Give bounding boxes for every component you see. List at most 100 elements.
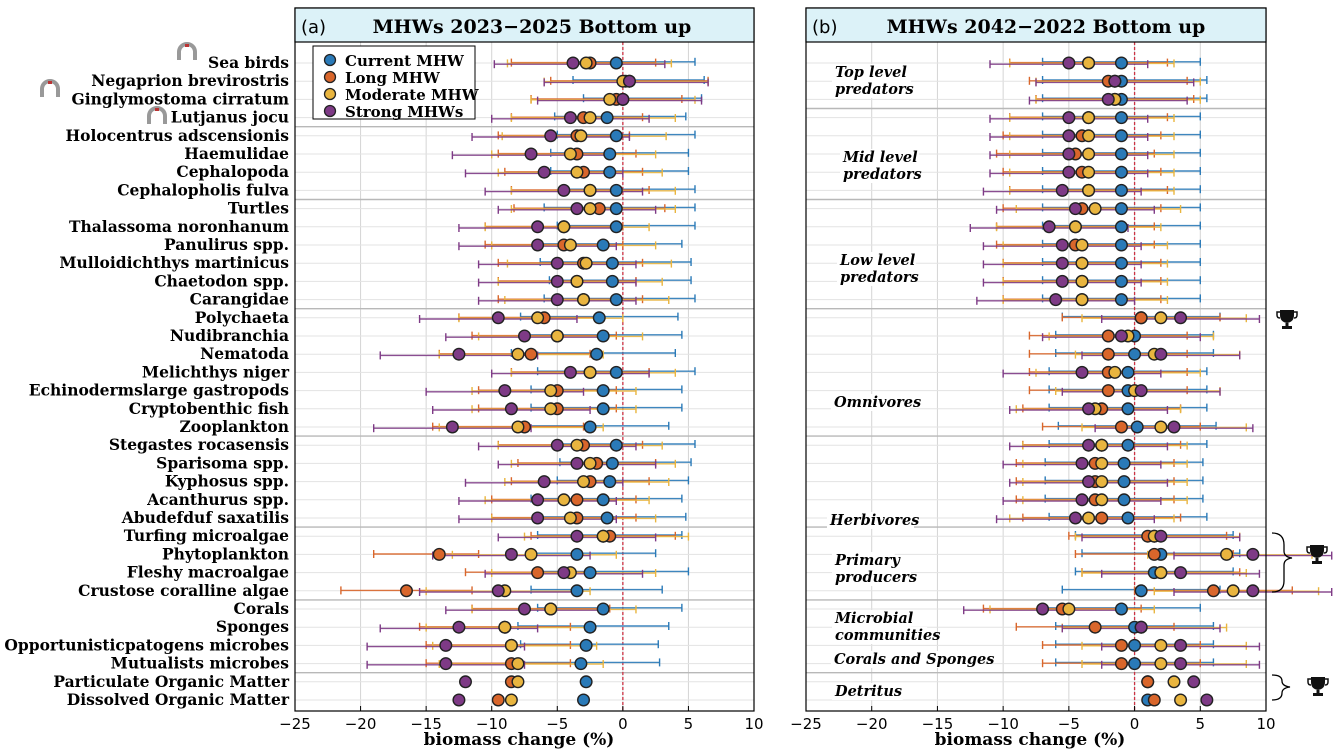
point-current: [597, 330, 609, 342]
legend-marker-moderate: [325, 89, 336, 100]
point-moderate: [578, 294, 590, 306]
point-strong: [1063, 112, 1075, 124]
point-current: [1118, 476, 1130, 488]
row-label: Cephalopholis fulva: [117, 180, 289, 199]
point-current: [571, 585, 583, 597]
point-moderate: [551, 330, 563, 342]
point-strong: [1188, 676, 1200, 688]
legend-label-long: Long MHW: [345, 69, 441, 87]
point-moderate: [506, 694, 518, 706]
point-current: [1129, 348, 1141, 360]
point-strong: [1135, 385, 1147, 397]
point-current: [1122, 512, 1134, 524]
point-current: [1116, 185, 1128, 197]
point-current: [1116, 203, 1128, 215]
point-strong: [551, 276, 563, 288]
row-label: Carangidae: [190, 290, 289, 309]
row-label: Mulloidichthys martinicus: [59, 253, 289, 272]
x-tick-label: −25: [279, 715, 311, 733]
point-moderate: [1155, 421, 1167, 433]
brace-detritus: [1272, 675, 1290, 700]
point-strong: [1083, 403, 1095, 415]
point-moderate: [512, 348, 524, 360]
legend-label-current: Current MHW: [345, 52, 465, 70]
point-moderate: [545, 603, 557, 615]
point-current: [591, 348, 603, 360]
point-strong: [571, 530, 583, 542]
point-moderate: [565, 148, 577, 160]
row-label: Crustose coralline algae: [78, 581, 289, 600]
point-moderate: [565, 512, 577, 524]
point-moderate: [558, 221, 570, 233]
row-label: Abudefduf saxatilis: [121, 508, 290, 527]
x-tick-label: −15: [922, 715, 954, 733]
point-strong: [1175, 640, 1187, 652]
row-label: Particulate Organic Matter: [53, 672, 289, 691]
point-current: [611, 439, 623, 451]
point-long: [1102, 330, 1114, 342]
point-strong: [1076, 367, 1088, 379]
point-moderate: [1070, 221, 1082, 233]
group-label: Mid level: [842, 149, 918, 166]
point-current: [604, 476, 616, 488]
group-label: predators: [835, 81, 914, 98]
point-current: [597, 494, 609, 506]
point-current: [584, 421, 596, 433]
point-current: [1129, 640, 1141, 652]
point-strong: [617, 94, 629, 106]
point-current: [1116, 166, 1128, 178]
row-label: Ginglymostoma cirratum: [72, 89, 290, 108]
point-long: [401, 585, 413, 597]
point-strong: [538, 476, 550, 488]
point-current: [611, 185, 623, 197]
row-label: Opportunisticpatogens microbes: [4, 635, 289, 654]
row-label: Dissolved Organic Matter: [67, 690, 290, 709]
point-moderate: [1109, 367, 1121, 379]
point-strong: [1056, 276, 1068, 288]
point-moderate: [584, 203, 596, 215]
point-strong: [1083, 439, 1095, 451]
point-strong: [558, 185, 570, 197]
point-strong: [440, 658, 452, 670]
point-current: [607, 276, 619, 288]
row-label: Sponges: [216, 617, 289, 636]
legend-marker-strong: [325, 106, 336, 117]
x-tick-label: 5: [1196, 715, 1206, 733]
panel-b-title: MHWs 2042−2022 Bottom up: [887, 16, 1206, 38]
point-strong: [1201, 694, 1213, 706]
point-long: [571, 494, 583, 506]
point-moderate: [1083, 185, 1095, 197]
trophy-icon: [1277, 310, 1297, 329]
point-current: [607, 458, 619, 470]
point-strong: [1135, 621, 1147, 633]
group-label: communities: [835, 627, 940, 644]
point-current: [1116, 276, 1128, 288]
row-label: Nudibranchia: [170, 326, 289, 345]
point-strong: [519, 603, 531, 615]
row-label: Echinodermslarge gastropods: [29, 381, 289, 400]
point-moderate: [565, 239, 577, 251]
point-strong: [551, 294, 563, 306]
point-strong: [506, 549, 518, 561]
point-moderate: [1083, 166, 1095, 178]
point-long: [1116, 640, 1128, 652]
point-moderate: [1083, 112, 1095, 124]
point-moderate: [604, 94, 616, 106]
point-long: [1142, 676, 1154, 688]
point-current: [597, 403, 609, 415]
arch-icon: [42, 81, 58, 97]
group-label: Detritus: [834, 683, 902, 700]
point-moderate: [584, 185, 596, 197]
group-label: Omnivores: [834, 394, 921, 411]
row-label: Lutjanus jocu: [171, 108, 289, 127]
point-long: [1208, 585, 1220, 597]
legend-marker-long: [325, 72, 336, 83]
panel-b-tag: (b): [812, 17, 837, 38]
point-strong: [1037, 603, 1049, 615]
point-strong: [506, 403, 518, 415]
panel-a-title: MHWs 2023−2025 Bottom up: [373, 16, 692, 38]
point-strong: [1175, 658, 1187, 670]
row-label: Negaprion brevirostris: [91, 71, 289, 90]
point-strong: [1175, 312, 1187, 324]
point-current: [1116, 148, 1128, 160]
